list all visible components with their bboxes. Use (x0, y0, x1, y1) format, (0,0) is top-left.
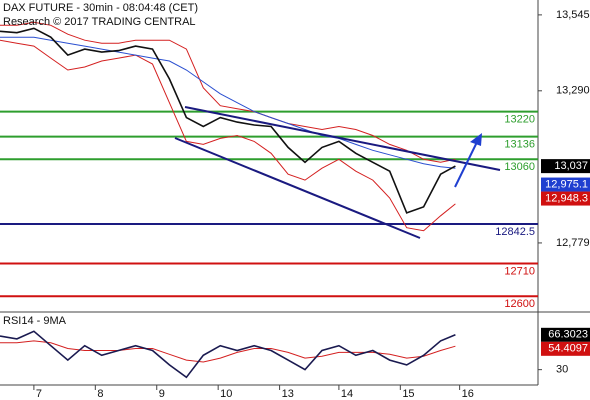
price-tag (541, 177, 590, 192)
level-label: 13060 (504, 161, 535, 173)
x-tick-label: 16 (462, 388, 474, 400)
x-tick-label: 7 (36, 388, 42, 400)
price-tag-label: 12,975.1 (545, 178, 588, 190)
arrow (454, 139, 479, 188)
price-tag (541, 327, 590, 342)
price-tag (541, 159, 590, 174)
x-tick-label: 10 (220, 388, 232, 400)
series-line (0, 27, 456, 214)
x-tick-label: 15 (402, 388, 414, 400)
x-tick-label: 8 (97, 388, 103, 400)
series-line (0, 39, 456, 232)
chart-title: DAX FUTURE - 30min - 08:04:48 (CET) (3, 2, 198, 14)
price-tag (541, 341, 590, 356)
price-tag-label: 54.4097 (548, 343, 588, 355)
series-line (0, 36, 456, 169)
y-tick-label: 12,779 (556, 237, 590, 249)
arrow-head (470, 133, 482, 146)
level-label: 13220 (504, 114, 535, 126)
level-label: 12710 (504, 265, 535, 277)
price-tag-label: 13,037 (554, 160, 588, 172)
price-tag-label: 66.3023 (548, 329, 588, 341)
level-label: 12600 (504, 298, 535, 310)
series-line (0, 21, 456, 163)
y-tick-label: 30 (556, 364, 568, 376)
x-tick-label: 14 (341, 388, 353, 400)
price-tag (541, 191, 590, 206)
x-tick-label: 13 (282, 388, 294, 400)
series-line (0, 330, 456, 379)
chart-subtitle: Research © 2017 TRADING CENTRAL (3, 16, 196, 28)
price-tag-label: 12,948.3 (545, 192, 588, 204)
plot: 13,545 13,290 12,779 13220 13136 13060 12842.5… (0, 9, 590, 400)
y-tick-label: 13,545 (556, 9, 590, 21)
level-label: 13136 (504, 139, 535, 151)
panel-title: RSI14 - 9MA (3, 315, 67, 327)
x-tick-label: 9 (159, 388, 165, 400)
trend-line (174, 137, 421, 239)
level-label: 12842.5 (495, 226, 535, 238)
trend-line (184, 106, 501, 171)
y-tick-label: 13,290 (556, 85, 590, 97)
series-line (0, 340, 456, 363)
